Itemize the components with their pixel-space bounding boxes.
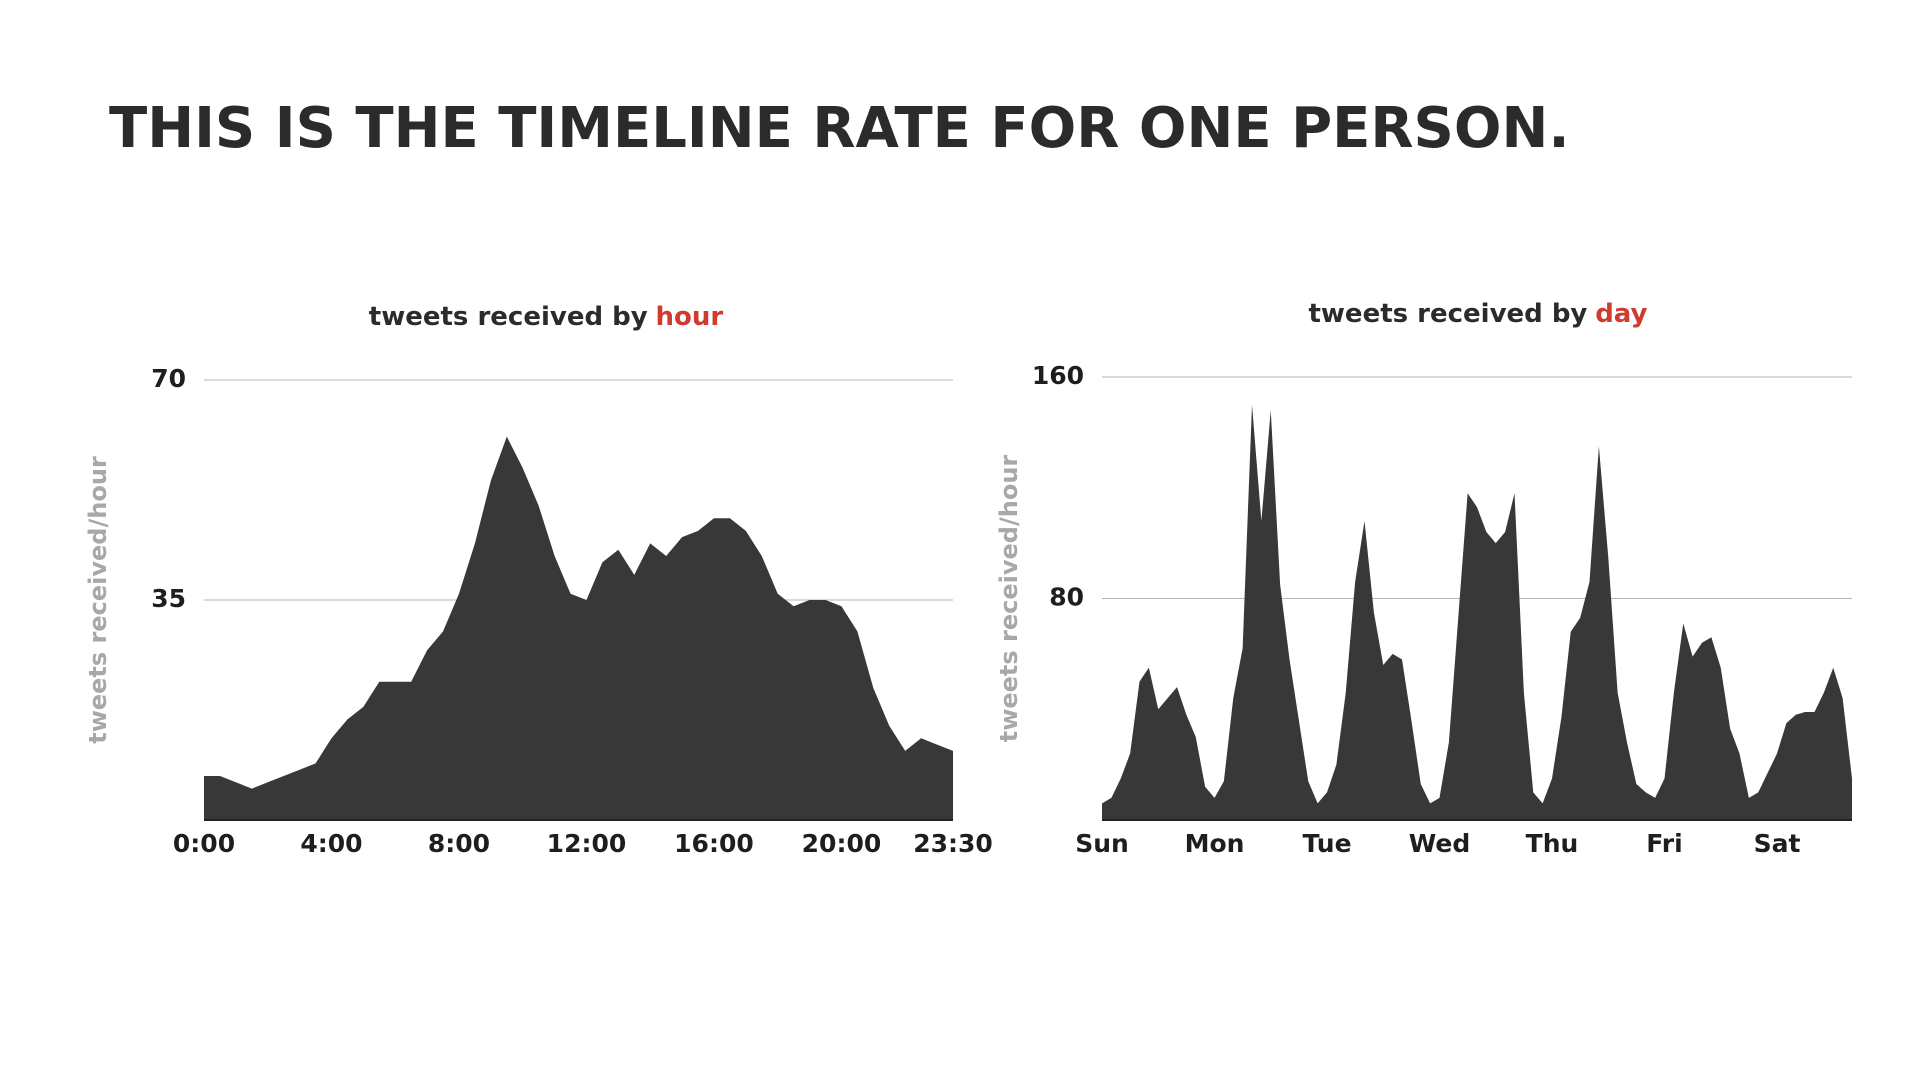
area (204, 436, 953, 820)
x-tick-label: Thu (1526, 829, 1579, 858)
x-tick-label: Mon (1185, 829, 1245, 858)
x-tick-label: Sat (1754, 829, 1801, 858)
chart-title: tweets received by day (1308, 299, 1647, 329)
x-tick-label: 20:00 (802, 829, 882, 858)
y-axis-label: tweets received/hour (995, 455, 1023, 743)
chart-title: tweets received by hour (369, 302, 724, 332)
x-tick-label: Tue (1302, 829, 1351, 858)
y-tick-label: 35 (151, 584, 186, 613)
x-tick-label: 12:00 (547, 829, 627, 858)
chart-title-text: tweets received by (1308, 299, 1587, 329)
x-tick-label: 4:00 (300, 829, 362, 858)
chart-title-highlight: hour (655, 302, 723, 332)
slide-title: THIS IS THE TIMELINE RATE FOR ONE PERSON… (109, 96, 1570, 161)
chart-title-text: tweets received by (369, 302, 648, 332)
area (1102, 404, 1852, 820)
x-tick-label: Wed (1409, 829, 1471, 858)
y-axis-label: tweets received/hour (84, 456, 112, 744)
x-tick-label: 16:00 (674, 829, 754, 858)
chart-title-highlight: day (1595, 299, 1647, 329)
y-tick-label: 70 (151, 364, 186, 393)
x-tick-label: Sun (1075, 829, 1129, 858)
x-tick-label: Fri (1646, 829, 1682, 858)
x-tick-label: 0:00 (173, 829, 235, 858)
y-tick-label: 80 (1049, 583, 1084, 612)
x-tick-label: 8:00 (428, 829, 490, 858)
y-tick-label: 160 (1032, 361, 1084, 390)
x-tick-label: 23:30 (913, 829, 993, 858)
